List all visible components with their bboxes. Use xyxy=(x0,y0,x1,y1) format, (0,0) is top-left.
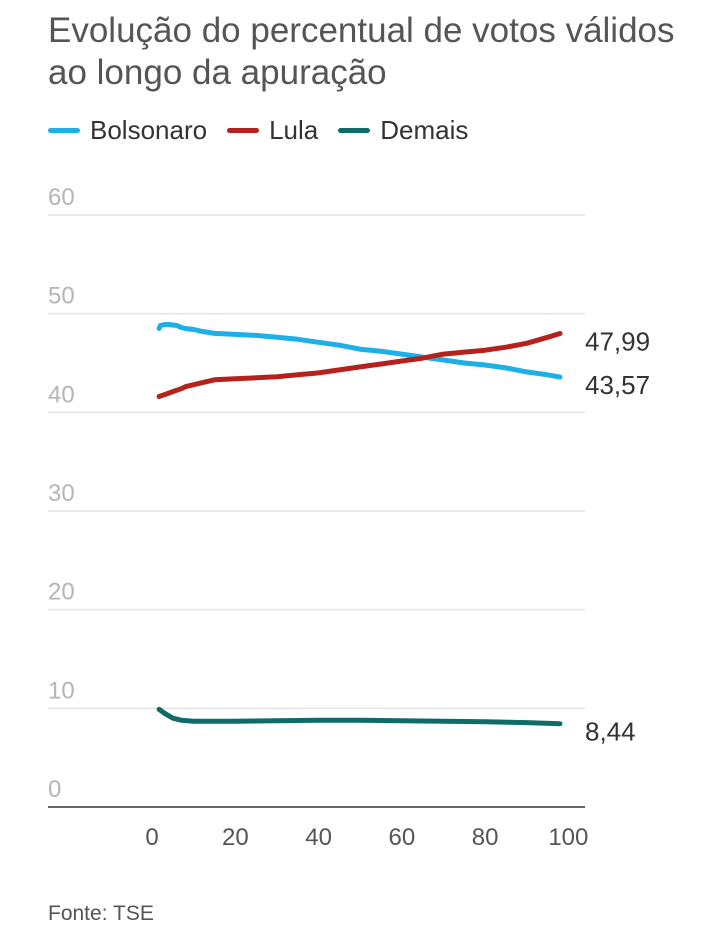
end-label-bolsonaro: 43,57 xyxy=(585,370,650,400)
legend-item-lula: Lula xyxy=(227,115,318,146)
legend-swatch-demais xyxy=(338,128,371,133)
legend-swatch-lula xyxy=(227,128,260,133)
legend: Bolsonaro Lula Demais xyxy=(48,115,488,146)
x-tick-label-40: 40 xyxy=(305,824,332,851)
y-tick-label-20: 20 xyxy=(48,579,75,606)
legend-label-bolsonaro: Bolsonaro xyxy=(90,115,208,145)
series-line-lula xyxy=(156,331,563,399)
x-tick-label-60: 60 xyxy=(388,824,415,851)
y-tick-label-50: 50 xyxy=(48,283,75,310)
legend-item-demais: Demais xyxy=(338,115,468,146)
chart-title: Evolução do percentual de votos válidos … xyxy=(48,11,675,92)
x-tick-label-80: 80 xyxy=(472,824,499,851)
y-tick-label-40: 40 xyxy=(48,381,75,408)
legend-label-lula: Lula xyxy=(269,115,319,145)
x-tick-label-20: 20 xyxy=(222,824,249,851)
legend-swatch-bolsonaro xyxy=(48,128,80,133)
y-tick-label-30: 30 xyxy=(48,480,75,507)
legend-item-bolsonaro: Bolsonaro xyxy=(48,115,207,146)
series-line-bolsonaro xyxy=(156,322,563,380)
source-note: Fonte: TSE xyxy=(48,902,154,925)
end-label-demais: 8,44 xyxy=(585,717,636,747)
series-line-demais xyxy=(156,706,563,727)
end-label-lula: 47,99 xyxy=(585,326,650,356)
y-tick-label-10: 10 xyxy=(48,677,75,704)
legend-label-demais: Demais xyxy=(380,115,469,145)
x-tick-label-0: 0 xyxy=(145,824,158,851)
y-tick-label-60: 60 xyxy=(48,184,75,211)
x-tick-label-100: 100 xyxy=(548,824,588,851)
y-tick-label-0: 0 xyxy=(48,776,61,803)
